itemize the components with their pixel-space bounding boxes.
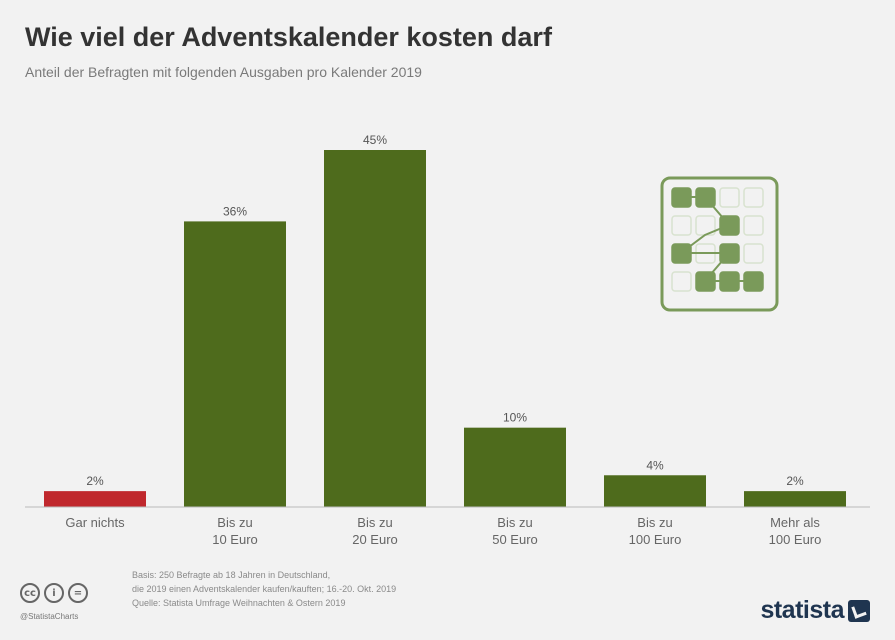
statista-logo-icon [848, 599, 870, 622]
calendar-chain [678, 196, 753, 282]
bar-4 [604, 475, 706, 507]
category-label: Bis zu 20 Euro [352, 515, 398, 547]
category-label: Bis zu 100 Euro [629, 515, 682, 547]
no-derivatives-icon: = [68, 583, 88, 603]
calendar-door [719, 187, 740, 208]
footer-notes: Basis: 250 Befragte ab 18 Jahren in Deut… [132, 568, 396, 610]
bar-1 [184, 221, 286, 507]
footer-note-line: Quelle: Statista Umfrage Weihnachten & O… [132, 598, 346, 608]
bar-0 [44, 491, 146, 507]
category-label: Mehr als 100 Euro [769, 515, 822, 547]
chart-subtitle: Anteil der Befragten mit folgenden Ausga… [25, 64, 422, 80]
bar-3 [464, 427, 566, 507]
brand-name: statista [760, 596, 844, 624]
data-label: 2% [786, 474, 804, 488]
creative-commons-icon: cc [20, 583, 40, 603]
calendar-door [671, 271, 692, 292]
statista-logo[interactable]: statista [760, 596, 870, 625]
calendar-frame [660, 176, 779, 312]
calendar-door [743, 243, 764, 264]
chart-title: Wie viel der Adventskalender kosten darf [25, 22, 552, 52]
footer-note-line: Basis: 250 Befragte ab 18 Jahren in Deut… [132, 570, 331, 580]
data-label: 36% [223, 204, 247, 218]
data-label: 45% [363, 133, 387, 147]
calendar-door [671, 215, 692, 236]
calendar-door [743, 187, 764, 208]
category-label: Gar nichts [65, 515, 125, 530]
bar-5 [744, 491, 846, 507]
social-handle: @StatistaCharts [20, 612, 79, 621]
license-icons: cc i = [20, 583, 88, 603]
data-label: 4% [646, 458, 664, 472]
data-label: 10% [503, 411, 527, 425]
data-label: 2% [86, 474, 104, 488]
category-label: Bis zu 10 Euro [212, 515, 258, 547]
calendar-door [743, 215, 764, 236]
category-label: Bis zu 50 Euro [492, 515, 538, 547]
attribution-icon: i [44, 583, 64, 603]
bar-2 [324, 150, 426, 507]
advent-calendar-icon [660, 176, 779, 312]
footer-note-line: die 2019 einen Adventskalender kaufen/ka… [132, 584, 397, 594]
